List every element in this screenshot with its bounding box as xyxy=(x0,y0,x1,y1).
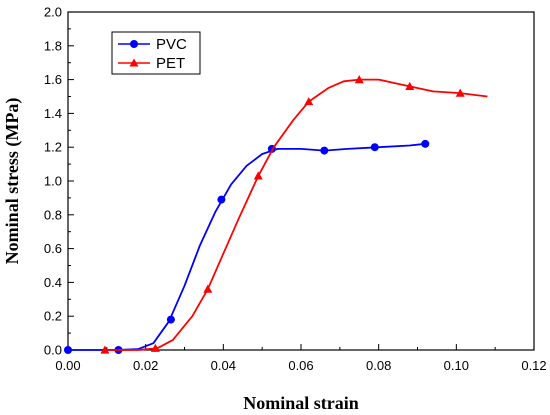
x-tick-label: 0.08 xyxy=(366,358,391,373)
data-point-pvc xyxy=(166,315,175,324)
y-tick-label: 1.0 xyxy=(44,174,62,189)
data-point-pet xyxy=(150,343,160,352)
data-point-pet xyxy=(405,81,415,90)
x-tick-label: 0.12 xyxy=(521,358,546,373)
y-axis-title: Nominal stress (MPa) xyxy=(2,98,23,265)
data-point-pet xyxy=(100,345,110,354)
x-tick-label: 0.10 xyxy=(444,358,469,373)
legend-marker-pvc xyxy=(130,40,138,48)
data-point-pvc xyxy=(421,139,430,148)
data-point-pvc xyxy=(320,146,329,155)
legend-marker-pet xyxy=(129,58,139,67)
legend-label-pvc: PVC xyxy=(156,36,187,53)
legend: PVC PET xyxy=(111,31,201,75)
data-point-pvc xyxy=(217,195,226,204)
y-tick-label: 0.2 xyxy=(44,309,62,324)
x-axis-ticks: 0.00 0.02 0.04 0.06 0.08 0.10 0.12 xyxy=(55,344,547,373)
legend-label-pet: PET xyxy=(156,55,185,72)
y-tick-label: 1.6 xyxy=(44,72,62,87)
x-tick-label: 0.06 xyxy=(288,358,313,373)
x-tick-label: 0.02 xyxy=(133,358,158,373)
series-line-pvc xyxy=(68,142,426,351)
y-axis-ticks: 0.0 0.2 0.4 0.6 0.8 1.0 1.2 1.4 1.6 1.8 2.0 xyxy=(44,5,74,358)
data-point-pet xyxy=(253,171,263,180)
data-point-pet xyxy=(354,75,364,84)
x-tick-label: 0.00 xyxy=(55,358,80,373)
y-tick-label: 0.8 xyxy=(44,207,62,222)
data-point-pvc xyxy=(370,143,379,152)
data-point-pet xyxy=(455,88,465,97)
series-layer xyxy=(64,75,488,354)
data-point-pet xyxy=(304,97,314,106)
y-tick-label: 1.2 xyxy=(44,140,62,155)
y-tick-label: 2.0 xyxy=(44,5,62,20)
y-tick-label: 0.0 xyxy=(44,343,62,358)
y-tick-label: 1.8 xyxy=(44,38,62,53)
data-point-pet xyxy=(203,284,213,293)
series-line-pet xyxy=(106,78,488,351)
data-point-pvc xyxy=(64,346,72,354)
x-tick-label: 0.04 xyxy=(211,358,236,373)
y-tick-label: 1.4 xyxy=(44,106,62,121)
y-tick-label: 0.4 xyxy=(44,275,62,290)
x-axis-title: Nominal strain xyxy=(243,393,359,413)
y-tick-label: 0.6 xyxy=(44,241,62,256)
legend-box xyxy=(111,31,201,75)
